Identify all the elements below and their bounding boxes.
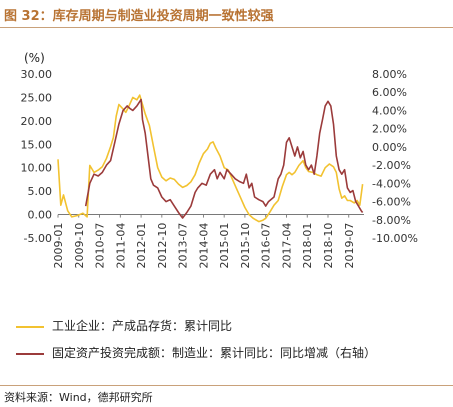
left-tick-label: 25.00 <box>21 91 53 104</box>
right-tick-label: -2.00% <box>372 159 411 172</box>
right-tick-label: 0.00% <box>372 141 407 154</box>
legend-item-series1: 工业企业：产成品存货：累计同比 <box>16 317 232 334</box>
x-tick-label: 2012-10 <box>156 223 169 269</box>
legend-label-series2: 固定资产投资完成额：制造业：累计同比：同比增减（右轴） <box>52 346 377 360</box>
right-tick-label: -6.00% <box>372 196 411 209</box>
x-tick-label: 2014-04 <box>197 223 210 269</box>
x-tick-label: 2009-10 <box>73 223 86 269</box>
chart-svg: (%) -5.00 0.00 5.00 10.00 15.00 20.00 25.00 30.0… <box>21 51 418 269</box>
left-tick-label: 5.00 <box>28 185 53 198</box>
x-tick-label: 2016-07 <box>260 223 273 269</box>
x-tick-label: 2015-01 <box>218 223 231 269</box>
source-rule <box>0 385 453 386</box>
right-tick-label: 8.00% <box>372 68 407 81</box>
legend-item-series2: 固定资产投资完成额：制造业：累计同比：同比增减（右轴） <box>16 344 376 361</box>
x-tick-label: 2012-01 <box>135 223 148 269</box>
x-tick-label: 2017-04 <box>280 223 293 269</box>
right-tick-label: -4.00% <box>372 177 411 190</box>
x-tick-label: 2009-01 <box>52 223 65 269</box>
right-tick-label: 6.00% <box>372 86 407 99</box>
left-tick-label: 15.00 <box>21 138 53 151</box>
series-line-1 <box>57 94 364 223</box>
figure-title: 图 32：库存周期与制造业投资周期一致性较强 <box>4 9 274 24</box>
x-tick-label: 2018-10 <box>322 223 335 269</box>
left-tick-label: 20.00 <box>21 115 53 128</box>
right-tick-label: 2.00% <box>372 123 407 136</box>
x-tick-label: 2010-07 <box>94 223 107 269</box>
left-tick-label: 10.00 <box>21 162 53 175</box>
series-line-2 <box>84 98 364 219</box>
right-tick-label: -10.00% <box>372 232 418 245</box>
left-tick-label: 30.00 <box>21 68 53 81</box>
x-tick-label: 2011-04 <box>114 223 127 269</box>
left-tick-label: -5.00 <box>24 232 52 245</box>
x-tick-label: 2019-07 <box>343 223 356 269</box>
x-tick-label: 2015-10 <box>239 223 252 269</box>
legend-swatch-series2 <box>16 352 44 355</box>
title-rule <box>0 27 453 28</box>
unit-label: (%) <box>24 51 45 65</box>
left-tick-label: 0.00 <box>28 209 53 222</box>
x-tick-label: 2013-07 <box>177 223 190 269</box>
right-tick-label: 4.00% <box>372 104 407 117</box>
x-tick-label: 2018-01 <box>301 223 314 269</box>
source-note: 资料来源：Wind，德邦研究所 <box>4 391 153 404</box>
legend-label-series1: 工业企业：产成品存货：累计同比 <box>52 319 233 333</box>
legend-swatch-series1 <box>16 325 44 328</box>
right-tick-label: -8.00% <box>372 214 411 227</box>
